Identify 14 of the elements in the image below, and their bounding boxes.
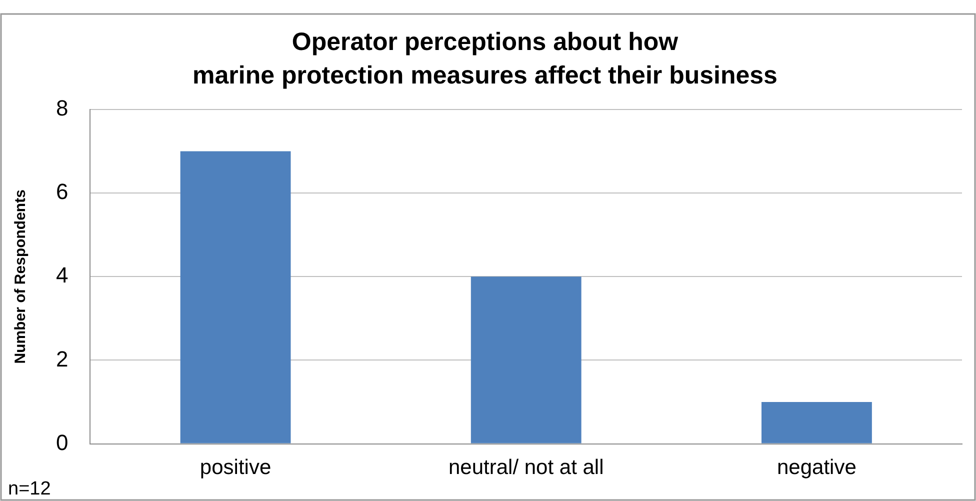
y-axis-title: Number of Respondents — [12, 190, 30, 364]
bar — [470, 276, 582, 444]
y-tick-label: 2 — [56, 346, 68, 372]
chart-title: Operator perceptions about how marine protection measures affect their business — [192, 28, 778, 90]
y-tick-label: 4 — [56, 262, 68, 288]
y-tick-label: 8 — [56, 96, 68, 121]
x-tick-label: negative — [777, 456, 856, 480]
bar — [761, 402, 872, 444]
y-tick-label: 0 — [56, 430, 68, 455]
x-tick-label: neutral/ not at all — [448, 456, 604, 480]
text: n=12 — [8, 478, 51, 500]
x-tick-label: positive — [200, 456, 272, 480]
bar — [180, 151, 291, 444]
y-tick-label: 6 — [56, 179, 68, 204]
